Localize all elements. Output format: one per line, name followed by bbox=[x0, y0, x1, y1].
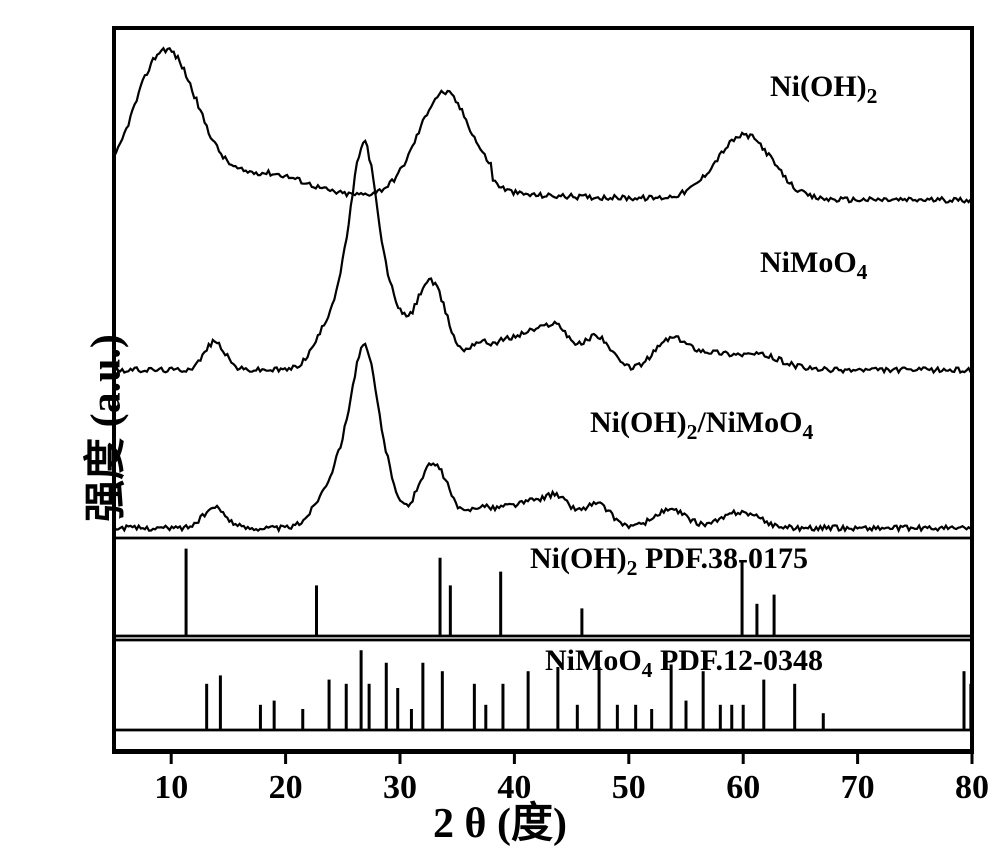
x-axis-label: 2 θ (度) bbox=[433, 789, 567, 850]
plot-border bbox=[114, 28, 972, 752]
xrd-chart: 1020304050607080 强度 (a.u.) 2 θ (度) Ni(OH… bbox=[0, 0, 1000, 856]
x-tick-label: 70 bbox=[841, 769, 875, 806]
x-tick-label: 60 bbox=[726, 769, 760, 806]
chart-svg: 1020304050607080 bbox=[0, 0, 1000, 856]
ref-label-ref-nioh2: Ni(OH)2 PDF.38-0175 bbox=[530, 542, 808, 581]
x-tick-label: 10 bbox=[154, 769, 188, 806]
series-label-composite: Ni(OH)2/NiMoO4 bbox=[590, 406, 813, 445]
x-tick-label: 20 bbox=[269, 769, 303, 806]
x-tick-label: 30 bbox=[383, 769, 417, 806]
ref-label-ref-nimoo4: NiMoO4 PDF.12-0348 bbox=[545, 644, 823, 683]
series-label-nimoo4: NiMoO4 bbox=[760, 246, 867, 285]
x-tick-label: 80 bbox=[955, 769, 989, 806]
series-label-nioh2: Ni(OH)2 bbox=[770, 70, 877, 109]
y-axis-label: 强度 (a.u.) bbox=[71, 334, 132, 522]
x-tick-label: 50 bbox=[612, 769, 646, 806]
